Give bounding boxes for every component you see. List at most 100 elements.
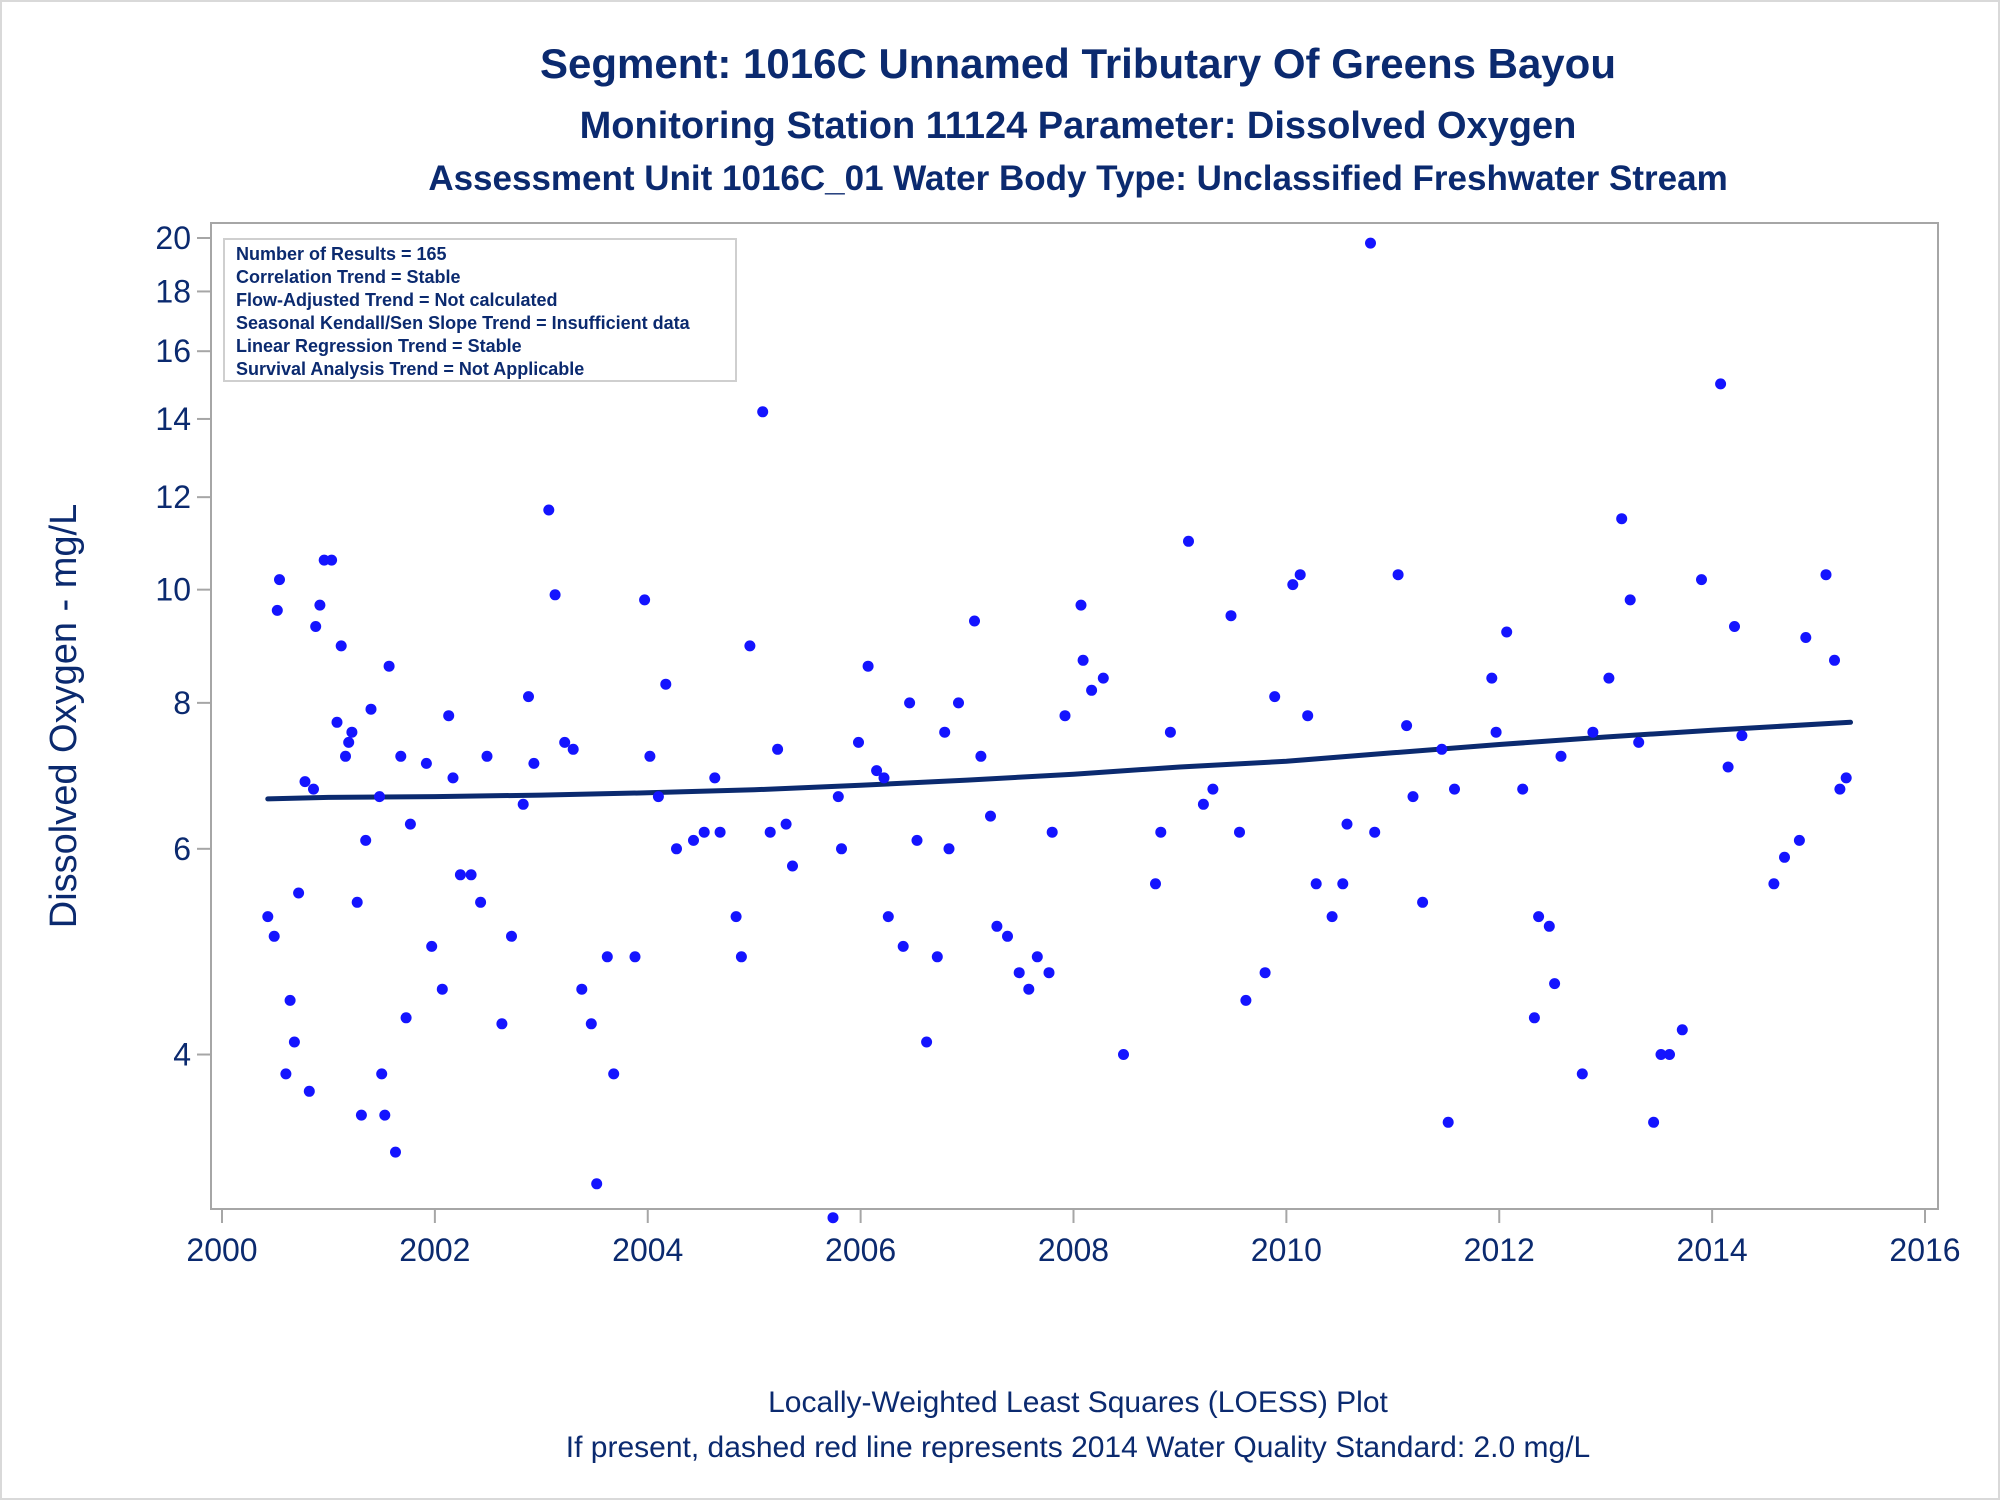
data-point	[1587, 726, 1599, 738]
data-point	[969, 615, 980, 627]
data-point	[1736, 730, 1748, 742]
data-point	[454, 869, 466, 881]
y-tick-label: 14	[155, 401, 191, 437]
data-point	[1490, 726, 1502, 738]
data-point	[1302, 710, 1314, 722]
data-point	[308, 783, 319, 795]
data-point	[629, 951, 641, 963]
data-point	[1046, 826, 1058, 838]
data-point	[517, 798, 529, 810]
data-point	[1225, 610, 1237, 622]
data-point	[1075, 599, 1087, 611]
data-point	[1043, 967, 1055, 979]
data-point	[390, 1146, 401, 1158]
data-point	[343, 736, 355, 748]
stat-flow-adjusted-trend: Flow-Adjusted Trend = Not calculated	[236, 290, 558, 310]
data-point	[1401, 720, 1413, 732]
data-point	[904, 697, 916, 709]
data-point	[496, 1018, 508, 1030]
data-point	[787, 860, 798, 872]
data-point	[911, 834, 923, 846]
data-point	[1183, 535, 1194, 547]
data-point	[1341, 818, 1353, 830]
data-point	[543, 504, 555, 516]
data-point	[310, 621, 322, 632]
data-point	[772, 743, 784, 755]
stat-survival-analysis-trend: Survival Analysis Trend = Not Applicable	[236, 359, 584, 379]
data-point	[331, 716, 343, 728]
data-point	[326, 554, 338, 566]
data-point	[314, 599, 326, 611]
data-point	[395, 750, 407, 762]
y-axis: 4 6 8 10 12 14 16 18 20	[155, 220, 212, 1209]
footer-standard-note: If present, dashed red line represents 2…	[566, 1431, 1590, 1464]
data-point	[991, 920, 1003, 932]
x-tick-label: 2004	[612, 1232, 683, 1268]
data-point	[1840, 772, 1852, 784]
data-point	[836, 843, 847, 855]
stat-seasonal-kendall-trend: Seasonal Kendall/Sen Slope Trend = Insuf…	[236, 313, 691, 333]
data-point	[268, 930, 280, 942]
data-point	[528, 757, 540, 769]
data-point	[1086, 684, 1098, 696]
data-point	[757, 406, 769, 418]
data-point	[878, 772, 890, 784]
stat-linear-regression-trend: Linear Regression Trend = Stable	[236, 336, 522, 356]
data-point	[1337, 878, 1349, 890]
data-point	[523, 691, 534, 703]
data-point	[1696, 574, 1707, 586]
data-point	[939, 726, 951, 738]
data-point	[288, 1036, 300, 1048]
data-point	[447, 772, 459, 784]
data-point	[1259, 967, 1271, 979]
data-point	[1077, 654, 1089, 666]
data-point	[1664, 1049, 1675, 1060]
data-point	[1240, 994, 1252, 1006]
data-point	[1779, 851, 1790, 863]
data-point	[420, 757, 432, 769]
data-point	[303, 1085, 315, 1097]
data-point	[832, 791, 844, 803]
data-point	[953, 697, 964, 709]
data-point	[709, 772, 721, 784]
data-point	[1407, 791, 1419, 803]
data-point	[1549, 978, 1561, 990]
data-point	[1501, 626, 1513, 638]
data-point	[1834, 783, 1846, 795]
data-point	[714, 826, 726, 838]
data-point	[943, 843, 955, 855]
data-point	[376, 1068, 388, 1080]
stat-correlation-trend: Correlation Trend = Stable	[236, 267, 461, 287]
data-point	[1442, 1116, 1454, 1128]
y-tick-label: 20	[155, 220, 191, 256]
data-point	[975, 750, 987, 762]
data-point	[1150, 878, 1161, 890]
data-point	[360, 834, 372, 846]
x-tick-label: 2016	[1889, 1232, 1960, 1268]
data-point	[1793, 834, 1805, 846]
x-axis: 2000 2002 2004 2006 2008 2010 2012 2014 2016	[186, 1208, 1961, 1268]
data-point	[871, 765, 883, 777]
data-point	[1023, 983, 1035, 995]
data-point	[1207, 783, 1219, 795]
data-point	[346, 726, 358, 738]
data-point	[780, 818, 792, 830]
data-point	[1616, 513, 1628, 525]
data-point	[1633, 736, 1645, 748]
stats-box: Number of Results = 165 Correlation Tren…	[223, 238, 737, 382]
data-point	[475, 896, 487, 908]
data-point	[862, 660, 874, 672]
data-point	[1392, 569, 1404, 581]
data-point	[1800, 632, 1812, 643]
data-point	[1603, 672, 1615, 684]
x-tick-label: 2012	[1464, 1232, 1535, 1268]
data-point	[671, 843, 682, 855]
data-point	[404, 818, 416, 830]
data-point	[1449, 783, 1460, 795]
x-tick-label: 2008	[1038, 1232, 1109, 1268]
y-tick-label: 12	[155, 479, 191, 515]
data-point	[1624, 594, 1636, 606]
data-point	[271, 604, 283, 616]
data-point	[1722, 761, 1734, 773]
